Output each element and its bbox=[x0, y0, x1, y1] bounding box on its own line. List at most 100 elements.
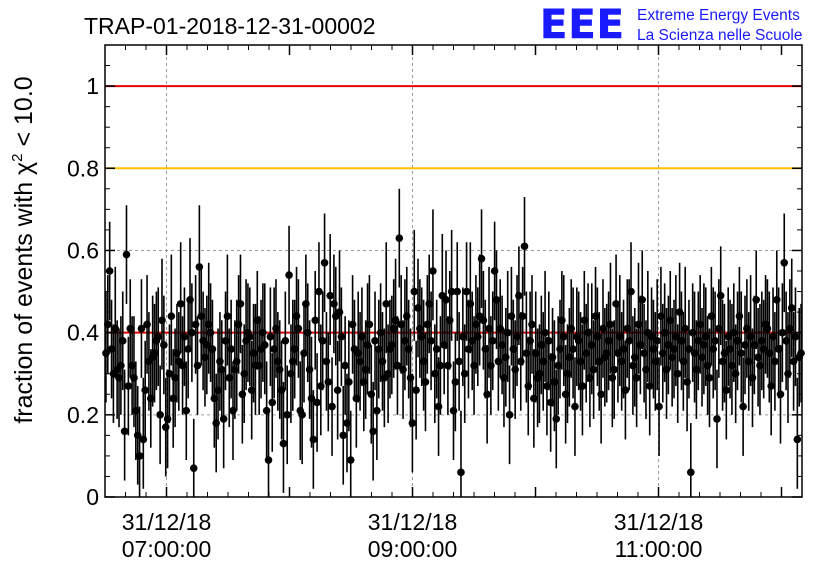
data-point bbox=[373, 406, 381, 415]
data-point bbox=[776, 390, 785, 399]
data-point bbox=[447, 287, 456, 296]
data-point bbox=[120, 427, 129, 436]
data-point bbox=[436, 361, 445, 370]
x-tick-label-date: 31/12/18 bbox=[614, 509, 704, 535]
chart-title: TRAP-01-2018-12-31-00002 bbox=[84, 13, 376, 39]
data-point bbox=[569, 345, 577, 353]
data-point bbox=[739, 402, 747, 411]
data-point bbox=[182, 406, 191, 415]
data-point bbox=[135, 452, 144, 460]
data-point bbox=[457, 468, 465, 477]
data-point bbox=[345, 378, 353, 386]
data-point bbox=[294, 324, 303, 333]
y-tick-label: 0 bbox=[86, 484, 99, 510]
data-point bbox=[264, 456, 273, 464]
x-tick-label-time: 07:00:00 bbox=[122, 536, 212, 562]
data-point bbox=[793, 435, 802, 444]
data-point bbox=[780, 258, 789, 267]
data-point bbox=[337, 332, 346, 341]
data-point bbox=[483, 390, 491, 399]
data-point bbox=[541, 328, 549, 337]
data-point bbox=[571, 402, 579, 411]
data-point bbox=[318, 337, 327, 345]
eee-logo: EEE Extreme Energy Events La Scienza nel… bbox=[540, 2, 803, 49]
data-point bbox=[518, 312, 527, 321]
data-point bbox=[442, 295, 450, 304]
data-point bbox=[165, 369, 174, 378]
data-point bbox=[346, 456, 355, 464]
data-point bbox=[122, 250, 131, 259]
data-point bbox=[771, 357, 779, 366]
data-point bbox=[339, 431, 348, 440]
data-point bbox=[653, 337, 661, 345]
data-point bbox=[167, 312, 176, 321]
data-point bbox=[520, 242, 529, 251]
data-point bbox=[408, 419, 417, 427]
data-point bbox=[421, 378, 430, 386]
data-point bbox=[223, 312, 232, 321]
x-tick-label-date: 31/12/18 bbox=[122, 509, 212, 535]
data-point bbox=[716, 291, 725, 300]
data-point bbox=[320, 258, 329, 267]
data-point bbox=[311, 316, 320, 325]
data-point bbox=[371, 337, 379, 345]
data-point bbox=[193, 361, 202, 370]
data-point bbox=[737, 349, 746, 357]
data-point bbox=[432, 345, 441, 353]
data-point bbox=[621, 386, 630, 394]
data-point bbox=[281, 337, 290, 345]
x-tick-label-time: 11:00:00 bbox=[615, 536, 703, 562]
data-point bbox=[328, 402, 336, 411]
data-point bbox=[365, 320, 374, 329]
data-point bbox=[266, 332, 275, 341]
data-point bbox=[477, 254, 486, 263]
data-point bbox=[369, 427, 377, 436]
data-point bbox=[559, 332, 568, 341]
x-tick-label-time: 09:00:00 bbox=[368, 536, 458, 562]
data-point bbox=[188, 328, 196, 337]
data-point bbox=[453, 287, 462, 296]
data-point bbox=[681, 324, 690, 333]
y-tick-label: 1 bbox=[86, 73, 99, 99]
data-point bbox=[685, 345, 693, 353]
data-point bbox=[597, 390, 605, 399]
eee-logo-line2: La Scienza nelle Scuole bbox=[637, 27, 802, 44]
data-point bbox=[279, 439, 288, 448]
data-point bbox=[118, 337, 127, 345]
data-point bbox=[410, 287, 419, 296]
data-point bbox=[268, 398, 277, 407]
data-point bbox=[451, 378, 460, 386]
data-point bbox=[503, 328, 512, 337]
y-axis-label-main: fraction of events with bbox=[10, 175, 38, 424]
data-point bbox=[227, 345, 235, 353]
data-point bbox=[124, 382, 133, 390]
data-point bbox=[141, 386, 149, 394]
data-point bbox=[752, 295, 761, 304]
data-point bbox=[156, 411, 164, 419]
data-point bbox=[313, 398, 321, 407]
data-point bbox=[711, 337, 719, 345]
data-point bbox=[427, 337, 435, 345]
data-point bbox=[462, 287, 471, 296]
data-point bbox=[455, 357, 463, 366]
eee-logo-mark: EEE bbox=[540, 2, 625, 48]
data-point bbox=[298, 411, 306, 419]
data-point bbox=[315, 287, 323, 296]
y-axis-label: fraction of events with χ2 < 10.0 bbox=[9, 76, 38, 423]
reference-lines bbox=[105, 85, 802, 334]
data-point bbox=[528, 320, 536, 329]
axes bbox=[104, 44, 803, 498]
data-point bbox=[219, 415, 228, 423]
data-point bbox=[606, 320, 615, 329]
data-point bbox=[189, 464, 198, 473]
data-point bbox=[787, 304, 796, 312]
data-point bbox=[137, 324, 146, 333]
y-axis-label-chi: χ bbox=[10, 162, 38, 175]
data-point bbox=[260, 341, 269, 349]
data-point bbox=[722, 386, 731, 394]
eee-logo-line1: Extreme Energy Events bbox=[637, 7, 800, 24]
data-point bbox=[791, 332, 800, 341]
data-point bbox=[778, 328, 787, 337]
data-point bbox=[488, 337, 497, 345]
